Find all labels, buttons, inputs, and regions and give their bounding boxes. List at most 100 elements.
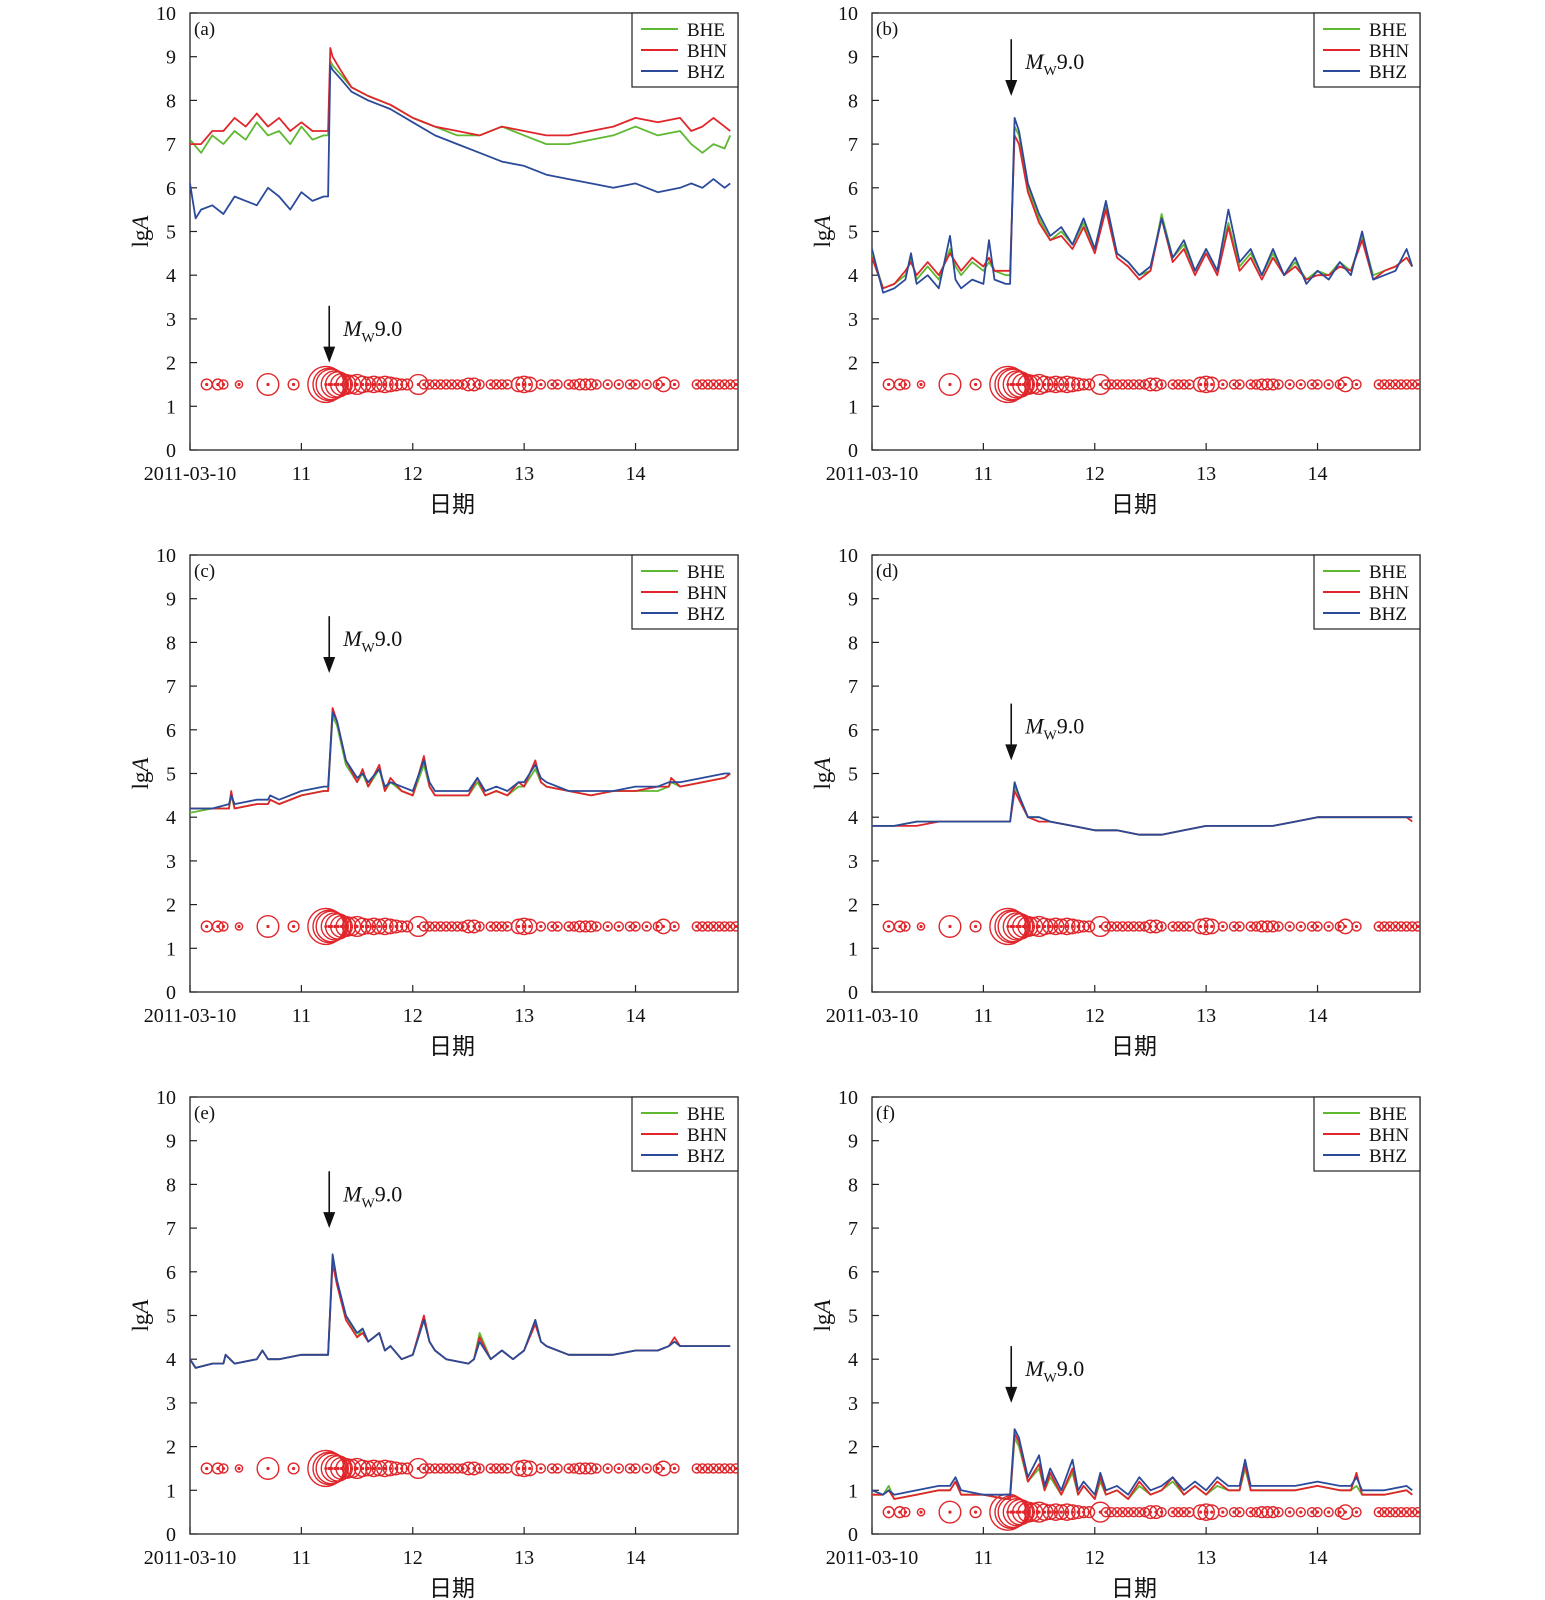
event-dot <box>1210 1510 1214 1514</box>
event-dot <box>1018 924 1022 929</box>
event-dot <box>1343 924 1347 929</box>
series-line-bhn <box>872 1432 1413 1500</box>
event-dot <box>1059 1510 1063 1514</box>
y-axis-label: lgA <box>128 1299 153 1332</box>
event-dot <box>516 382 521 387</box>
event-circle <box>1284 921 1295 932</box>
y-axis-label: lgA <box>810 1299 835 1332</box>
event-dot <box>633 924 638 929</box>
annotation-label: MW9.0 <box>342 316 402 346</box>
event-dot <box>1187 924 1192 929</box>
y-tick-label: 8 <box>166 1174 176 1196</box>
event-dot <box>221 924 226 929</box>
event-dot <box>528 924 532 929</box>
event-circle <box>287 378 300 391</box>
x-tick-label: 13 <box>1196 1547 1216 1569</box>
event-dot <box>539 382 543 387</box>
y-tick-label: 8 <box>848 90 858 112</box>
y-tick-label: 3 <box>848 1393 858 1415</box>
event-circle <box>510 1460 527 1477</box>
event-circle <box>1083 920 1096 933</box>
x-axis-label: 日期 <box>429 1576 475 1600</box>
event-circle <box>1156 1506 1167 1518</box>
legend-label-bhe: BHE <box>1369 1104 1407 1125</box>
event-dot <box>1299 1510 1303 1514</box>
event-circle <box>730 1463 738 1474</box>
annotation-label: MW9.0 <box>1024 1356 1084 1386</box>
y-tick-label: 6 <box>166 720 176 742</box>
event-circle <box>1351 1506 1362 1518</box>
event-circle <box>382 1460 399 1477</box>
event-circle <box>1295 921 1307 932</box>
event-dot <box>336 924 340 929</box>
event-circle <box>1083 378 1096 391</box>
event-dot <box>734 382 738 387</box>
event-dot <box>617 1466 621 1471</box>
x-axis-label: 日期 <box>1111 1576 1157 1600</box>
annotation-arrow-head <box>323 656 336 673</box>
event-dot <box>919 382 923 387</box>
event-dot <box>1315 1510 1320 1514</box>
series-line-bhz <box>872 781 1413 836</box>
x-tick-label: 13 <box>514 1005 534 1027</box>
event-dot <box>355 1466 359 1471</box>
x-tick-label: 14 <box>626 1547 646 1569</box>
x-tick-label: 12 <box>403 1005 423 1027</box>
event-circle <box>371 376 388 393</box>
event-circle <box>900 921 911 932</box>
event-circle <box>1064 918 1081 935</box>
event-circle <box>307 1449 345 1488</box>
x-axis-label: 日期 <box>429 492 475 517</box>
event-dot <box>645 1466 649 1471</box>
series-line-bhn <box>872 790 1413 836</box>
annotation-m: M <box>342 316 363 341</box>
series-lines <box>190 707 731 814</box>
event-dot <box>1327 924 1331 929</box>
event-circle <box>1273 1506 1284 1518</box>
event-dot <box>377 1466 381 1471</box>
event-circle <box>916 1507 926 1517</box>
event-dot <box>903 382 908 387</box>
y-tick-label: 9 <box>848 47 858 69</box>
event-dot <box>1204 1510 1208 1514</box>
y-tick-label: 7 <box>166 134 176 156</box>
event-circle <box>376 917 394 936</box>
y-tick-label: 6 <box>848 1262 858 1284</box>
y-tick-label: 10 <box>838 545 858 567</box>
series-line-bhe <box>190 1257 731 1369</box>
event-dot <box>1043 1510 1047 1514</box>
series-line-bhz <box>872 1428 1413 1496</box>
event-dot <box>887 382 891 387</box>
event-dot <box>1187 382 1192 387</box>
event-dot <box>1198 924 1203 929</box>
y-tick-label: 5 <box>848 764 858 786</box>
annotation-subscript: W <box>1044 1371 1058 1386</box>
event-circle <box>1156 921 1167 932</box>
event-circle <box>630 921 641 932</box>
event-circle <box>613 1463 625 1474</box>
event-dot <box>1276 924 1281 929</box>
event-dot <box>516 924 521 929</box>
x-tick-label: 13 <box>1196 463 1216 485</box>
y-tick-label: 6 <box>848 720 858 742</box>
event-circle <box>1234 921 1245 932</box>
annotation-label: MW9.0 <box>1024 49 1084 79</box>
x-axis-label: 日期 <box>429 1034 475 1059</box>
event-circle <box>1197 917 1215 936</box>
event-dot <box>606 924 610 929</box>
event-circle <box>1046 1503 1065 1521</box>
y-tick-label: 1 <box>166 396 176 418</box>
y-tick-label: 0 <box>166 982 176 1004</box>
annotation-subscript: W <box>362 331 376 346</box>
annotation-m: M <box>1024 1356 1045 1381</box>
event-dot <box>266 382 270 387</box>
event-dot <box>1354 382 1359 387</box>
event-dot <box>522 382 526 387</box>
event-circle <box>641 1463 652 1474</box>
